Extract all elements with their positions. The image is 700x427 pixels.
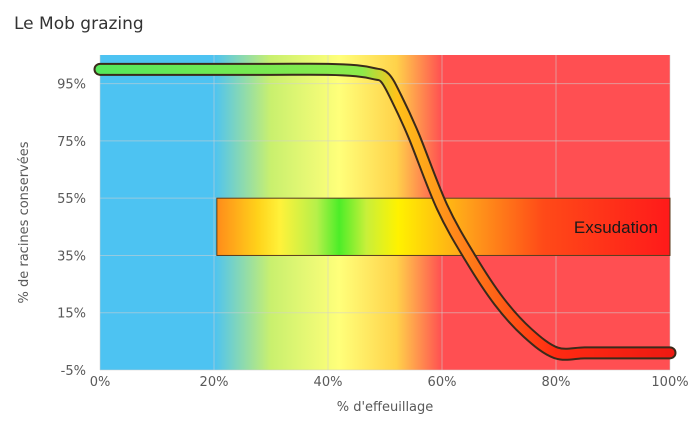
series-line-fill <box>95 64 675 359</box>
y-tick-label: 75% <box>57 135 86 150</box>
y-tick-label: 95% <box>57 78 86 93</box>
chart-title: Le Mob grazing <box>14 14 144 34</box>
y-tick-label: 55% <box>57 192 86 207</box>
x-axis-title: % d'effeuillage <box>337 400 434 415</box>
y-axis-title: % de racines conservées <box>17 141 32 303</box>
x-tick-label: 0% <box>90 375 111 390</box>
y-tick-label: 15% <box>57 307 86 322</box>
x-tick-label: 100% <box>651 375 688 390</box>
exsudation-label: Exsudation <box>574 218 658 237</box>
x-tick-label: 60% <box>428 375 457 390</box>
x-axis-ticks: 0% 20% 40% 60% 80% 100% <box>90 375 689 390</box>
x-tick-label: 20% <box>200 375 229 390</box>
series-line <box>93 62 677 361</box>
y-axis-ticks: 95% 75% 55% 35% 15% -5% <box>57 78 86 379</box>
x-tick-label: 80% <box>542 375 571 390</box>
y-tick-label: -5% <box>61 364 86 379</box>
x-tick-label: 40% <box>314 375 343 390</box>
y-tick-label: 35% <box>57 249 86 264</box>
